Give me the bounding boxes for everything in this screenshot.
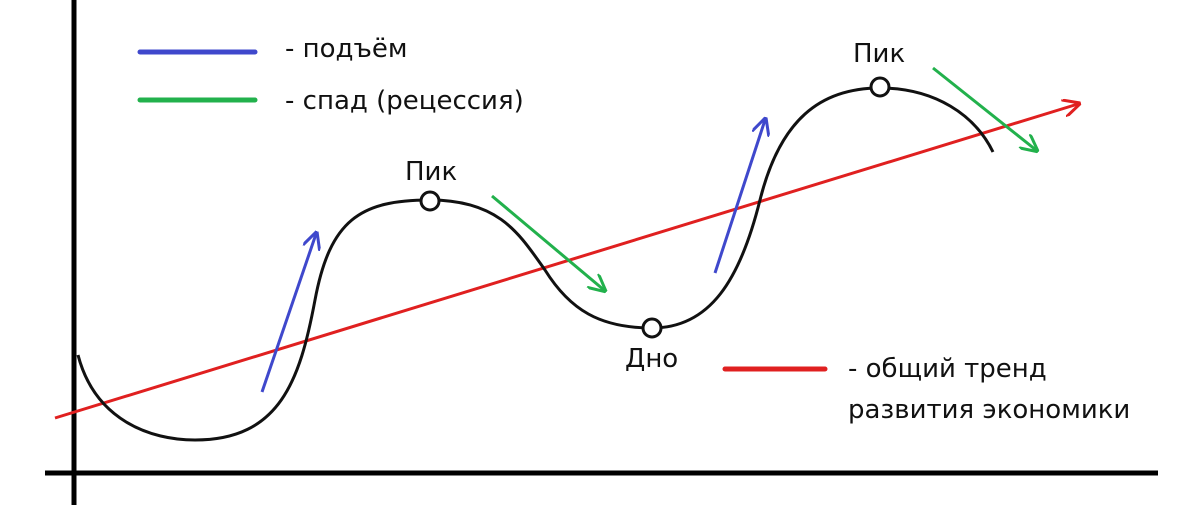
trend-line — [54, 104, 1078, 420]
rise-arrow-1 — [260, 234, 316, 393]
peak2-label: Пик — [853, 39, 905, 69]
legend-trend-label-line2: развития экономики — [848, 395, 1130, 425]
trough-label: Дно — [625, 344, 678, 374]
peak1-marker — [419, 190, 441, 212]
legend-recession-label: - спад (рецессия) — [285, 86, 524, 116]
peak1-label: Пик — [405, 157, 457, 187]
trough-marker — [641, 317, 663, 339]
recession-arrow-1 — [491, 194, 604, 290]
recession-arrow-2 — [932, 66, 1036, 150]
legend-trend-label-line1: - общий тренд — [848, 354, 1047, 384]
rise-arrow-2 — [713, 120, 765, 274]
legend-rise-label: - подъём — [285, 34, 408, 64]
business-cycle-curve — [76, 86, 995, 442]
peak2-marker — [869, 76, 891, 98]
